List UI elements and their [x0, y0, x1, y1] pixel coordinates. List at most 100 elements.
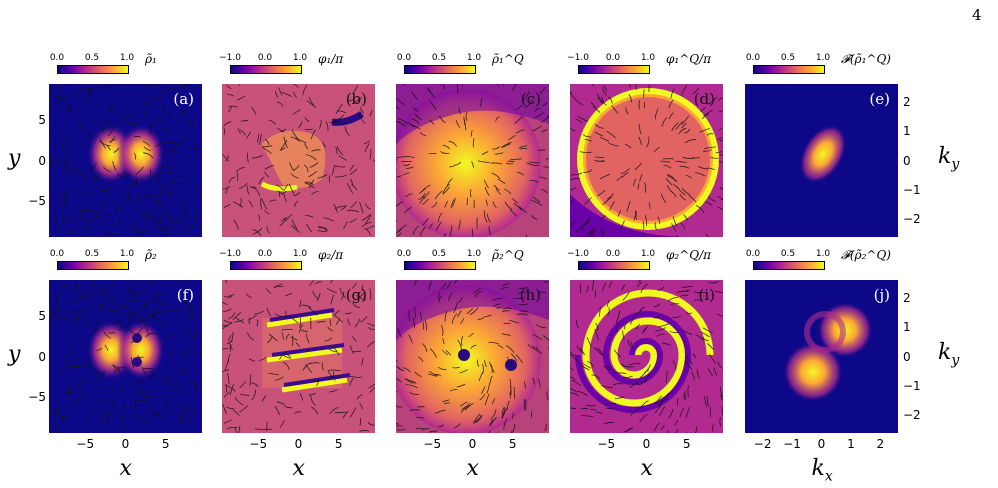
kx-axis-label: kx — [812, 456, 833, 484]
colorbar-tick-label: −1.0 — [567, 249, 589, 259]
panel-f: (f) — [49, 280, 202, 433]
colorbar-tick-label: 0.5 — [780, 53, 796, 63]
phase-cut — [281, 377, 348, 393]
colorbar-tick-label: 0.0 — [396, 249, 412, 259]
vortex-core — [458, 349, 470, 361]
colorbar-tick-label: 1.0 — [815, 53, 831, 63]
y-tick-label: 5 — [38, 113, 46, 128]
colorbar — [753, 65, 825, 74]
panel-h: (h) — [396, 280, 549, 433]
colorbar-title: ρ̃₁^Q — [492, 52, 524, 66]
x-axis-label: x — [640, 456, 653, 481]
colorbar-tick-label: 1.0 — [815, 249, 831, 259]
colorbar-tick-label: 0.5 — [84, 53, 100, 63]
panel-label: (a) — [173, 90, 194, 108]
phase-cut — [283, 373, 351, 387]
field-plot — [570, 280, 723, 433]
colorbar — [578, 65, 650, 74]
field-plot — [396, 280, 549, 433]
streamlines — [570, 280, 723, 433]
colorbar — [404, 65, 476, 74]
panel-label: (c) — [520, 90, 541, 108]
density-disk — [396, 89, 541, 237]
spectrum-peak — [783, 342, 843, 402]
field-plot — [222, 280, 375, 433]
colorbar-tick-label: 0.0 — [605, 53, 621, 63]
colorbar-tick-label: 1.0 — [640, 249, 656, 259]
colorbar-tick-label: 0.0 — [49, 53, 65, 63]
phase-cut — [266, 347, 343, 363]
panel-e: (e) — [745, 84, 898, 237]
density-blob — [117, 320, 165, 380]
x-tick-label: −5 — [76, 437, 95, 451]
panel-label: (f) — [176, 286, 194, 304]
x-tick-label: −5 — [249, 437, 268, 451]
ky-tick-label: −2 — [903, 212, 921, 227]
ky-tick-label: 0 — [903, 349, 911, 364]
kx-symbol: k — [811, 456, 825, 481]
ky-subscript: y — [951, 352, 960, 369]
x-axis-label: x — [466, 456, 479, 481]
field-plot — [396, 84, 549, 237]
vortex-core — [505, 359, 517, 371]
field-plot — [745, 84, 898, 237]
panel-label: (h) — [519, 286, 541, 304]
colorbar-title: ρ̃₁ — [145, 52, 157, 66]
colorbar-tick-label: 0.5 — [431, 249, 447, 259]
y-tick-label: −5 — [28, 193, 46, 208]
density-blob — [117, 124, 165, 184]
x-tick-label: −5 — [423, 437, 442, 451]
ky-tick-label: 1 — [903, 320, 911, 335]
spectrum-peak — [799, 124, 847, 184]
x-tick-label: −5 — [597, 437, 616, 451]
vortex-core — [132, 333, 142, 343]
x-tick-label: 5 — [334, 437, 343, 451]
colorbar-tick-label: 0.5 — [84, 249, 100, 259]
panel-a: (a) — [49, 84, 202, 237]
panel-d: (d) — [570, 84, 723, 237]
x-tick-label: 0 — [468, 437, 477, 451]
ky-tick-label: 1 — [903, 124, 911, 139]
streamlines — [396, 280, 549, 433]
y-axis-label: y — [8, 146, 21, 171]
density-disk — [396, 285, 541, 433]
x-tick-label: 5 — [508, 437, 517, 451]
panel-c: (c) — [396, 84, 549, 237]
y-tick-label: 0 — [38, 349, 46, 364]
colorbar-tick-label: 1.0 — [119, 53, 135, 63]
colorbar-tick-label: 1.0 — [466, 249, 482, 259]
colorbar-tick-label: 0.5 — [780, 249, 796, 259]
streamlines — [49, 280, 202, 433]
panel-label: (b) — [345, 90, 367, 108]
panel-label: (g) — [345, 286, 367, 304]
colorbar-tick-label: 0.0 — [257, 53, 273, 63]
x-axis-label: x — [119, 456, 132, 481]
colorbar-tick-label: 0.0 — [396, 53, 412, 63]
colorbar-tick-label: 1.0 — [292, 249, 308, 259]
colorbar — [230, 261, 302, 270]
spectrum-ring — [804, 311, 846, 353]
ky-axis-label: ky — [938, 144, 959, 172]
colorbar-title: φ₂^Q/π — [666, 248, 712, 262]
streamlines — [222, 84, 375, 237]
ky-tick-label: −1 — [903, 378, 921, 393]
phase-cut — [266, 312, 333, 328]
phase-ring — [577, 88, 719, 230]
panel-label: (j) — [873, 286, 890, 304]
y-axis-label: y — [8, 342, 21, 367]
field-plot — [570, 84, 723, 237]
colorbar-title: φ₂/π — [318, 248, 344, 262]
x-tick-label: 0 — [642, 437, 651, 451]
phase-region — [262, 130, 326, 188]
kx-tick-label: 1 — [847, 437, 855, 451]
colorbar-tick-label: 0.0 — [257, 249, 273, 259]
ky-axis-label: ky — [938, 340, 959, 368]
x-axis-label: x — [292, 456, 305, 481]
colorbar-tick-label: 0.0 — [49, 249, 65, 259]
colorbar-title: φ₁/π — [318, 52, 344, 66]
streamlines — [49, 84, 202, 237]
panel-g: (g) — [222, 280, 375, 433]
colorbar-tick-label: 0.0 — [605, 249, 621, 259]
y-tick-label: 0 — [38, 153, 46, 168]
colorbar-tick-label: 1.0 — [466, 53, 482, 63]
